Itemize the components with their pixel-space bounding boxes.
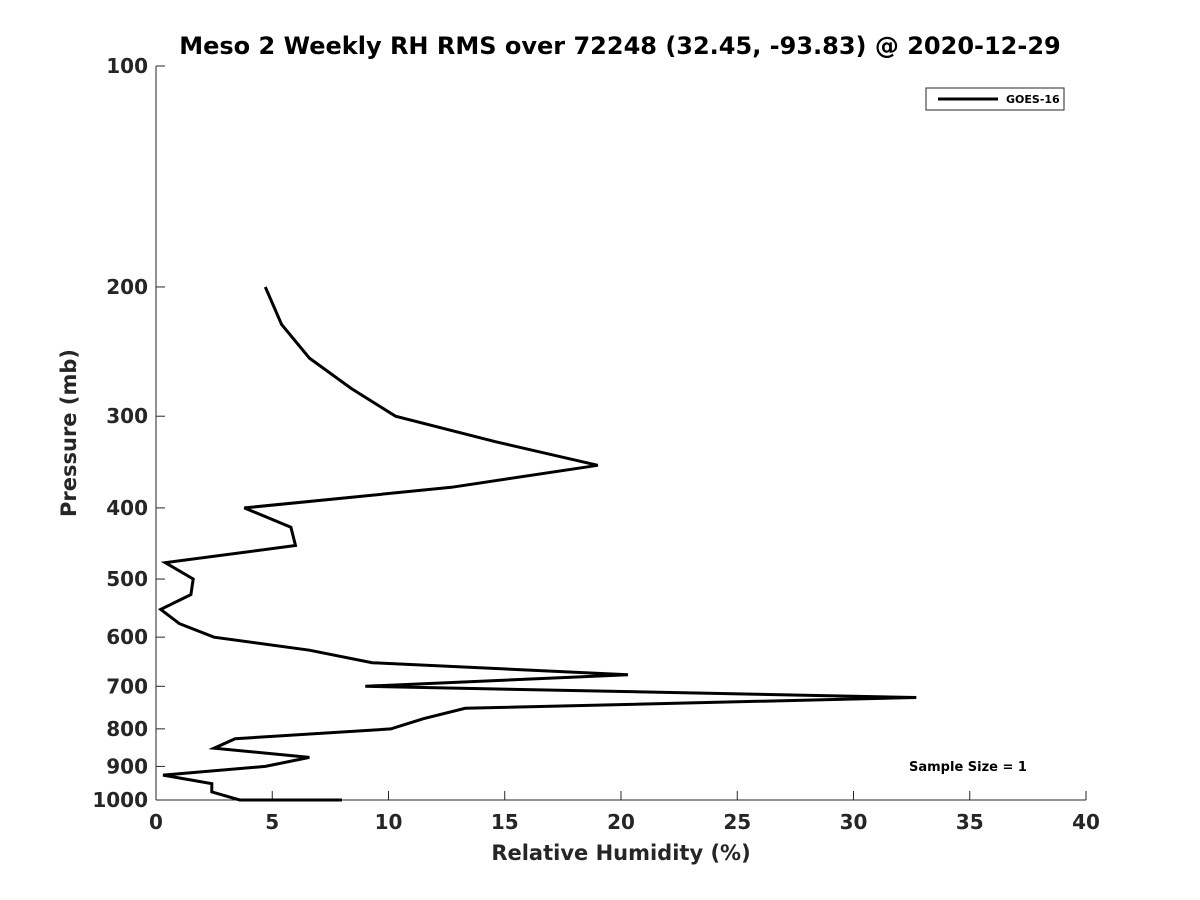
y-tick-label: 600 [106, 625, 148, 649]
x-tick-label: 30 [840, 810, 868, 834]
y-tick-label: 900 [106, 754, 148, 778]
plot-area [155, 66, 1086, 801]
y-tick-label: 200 [106, 275, 148, 299]
x-tick-label: 10 [375, 810, 403, 834]
y-tick-label: 100 [106, 54, 148, 78]
x-tick-label: 20 [607, 810, 635, 834]
x-tick-label: 40 [1072, 810, 1100, 834]
series-line-goes-16 [157, 286, 917, 802]
x-tick-label: 0 [149, 810, 163, 834]
x-ticks: 0 5 10 15 20 25 30 35 40 [149, 791, 1100, 834]
chart-title: Meso 2 Weekly RH RMS over 72248 (32.45, … [179, 32, 1061, 60]
legend: GOES-16 [925, 87, 1065, 111]
x-tick-label: 25 [723, 810, 751, 834]
series-layer [157, 286, 917, 802]
y-tick-label: 400 [106, 496, 148, 520]
x-axis-label: Relative Humidity (%) [491, 841, 750, 865]
y-tick-label: 500 [106, 567, 148, 591]
x-tick-label: 15 [491, 810, 519, 834]
y-tick-label: 700 [106, 674, 148, 698]
y-tick-label: 300 [106, 404, 148, 428]
x-tick-label: 5 [265, 810, 279, 834]
y-tick-label: 1000 [92, 788, 148, 812]
y-ticks: 100 200 300 400 500 600 700 800 900 1000 [92, 54, 165, 812]
y-tick-label: 800 [106, 717, 148, 741]
sample-size-annotation: Sample Size = 1 [909, 760, 1027, 775]
y-axis-label: Pressure (mb) [57, 349, 81, 517]
x-tick-label: 35 [956, 810, 984, 834]
legend-label-goes-16: GOES-16 [1006, 93, 1060, 106]
